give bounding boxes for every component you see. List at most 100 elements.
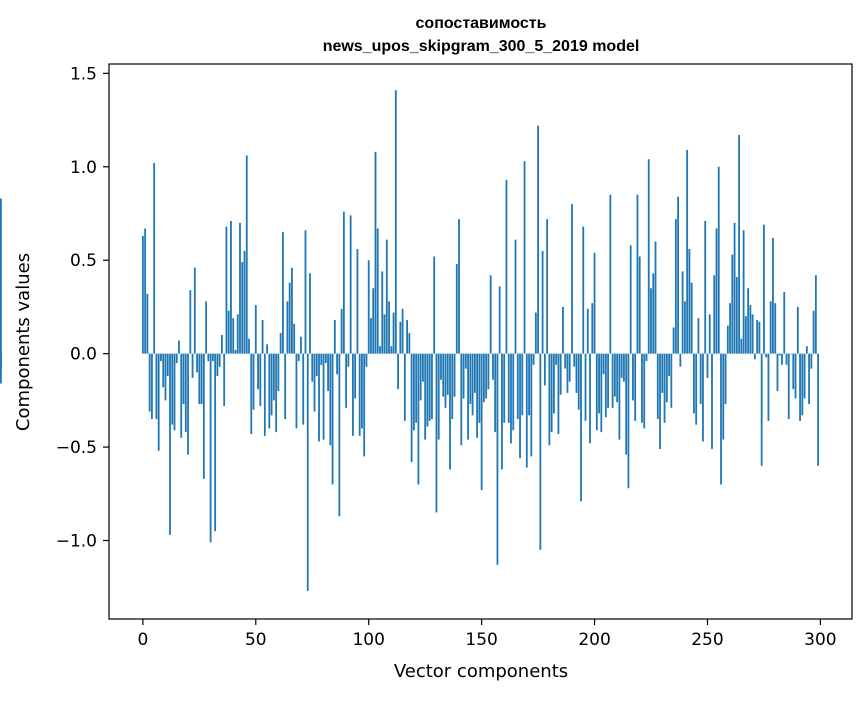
bar bbox=[460, 353, 463, 446]
bar bbox=[683, 301, 686, 354]
bar bbox=[548, 353, 551, 446]
bar bbox=[686, 149, 689, 354]
bar bbox=[431, 353, 433, 420]
chart-title-line1: сопоставимость bbox=[416, 15, 547, 32]
bar bbox=[713, 275, 716, 354]
bar bbox=[799, 353, 801, 421]
bar bbox=[595, 353, 598, 431]
bar bbox=[652, 273, 655, 354]
bar bbox=[573, 353, 576, 367]
bar bbox=[501, 353, 503, 470]
bar bbox=[577, 353, 580, 410]
bar bbox=[473, 353, 476, 393]
bar bbox=[164, 353, 167, 401]
bar bbox=[744, 316, 747, 354]
bar bbox=[225, 226, 228, 354]
bar bbox=[661, 353, 664, 393]
bar bbox=[702, 353, 704, 442]
bar bbox=[392, 312, 395, 354]
bar bbox=[214, 353, 217, 532]
bar bbox=[753, 353, 756, 360]
bar bbox=[442, 353, 445, 397]
bar bbox=[541, 250, 544, 354]
bar bbox=[300, 336, 302, 354]
chart-title-line2: news_upos_skipgram_300_5_2019 model bbox=[323, 38, 640, 55]
bar bbox=[198, 353, 201, 405]
bar bbox=[162, 353, 165, 388]
bar bbox=[767, 353, 770, 421]
bar bbox=[636, 194, 639, 354]
bar bbox=[629, 245, 632, 354]
bar bbox=[650, 288, 652, 354]
bar bbox=[410, 353, 413, 463]
bar bbox=[659, 353, 661, 449]
bar bbox=[155, 353, 158, 420]
bar bbox=[539, 353, 542, 550]
bar bbox=[584, 353, 587, 421]
bar bbox=[257, 353, 259, 390]
bar bbox=[270, 353, 273, 416]
bar bbox=[647, 159, 650, 354]
bar bbox=[751, 314, 754, 354]
bar bbox=[286, 301, 289, 354]
bar bbox=[272, 353, 275, 401]
bar bbox=[324, 353, 327, 363]
bar bbox=[760, 353, 763, 466]
bar bbox=[492, 353, 494, 380]
bar bbox=[774, 303, 777, 354]
bar bbox=[336, 353, 338, 375]
y-axis-label: Components values bbox=[13, 253, 34, 431]
bar bbox=[498, 286, 501, 354]
bar bbox=[191, 353, 194, 378]
bar bbox=[708, 314, 711, 354]
bar bbox=[266, 344, 268, 354]
bar bbox=[275, 353, 278, 433]
bar bbox=[717, 166, 720, 354]
bar bbox=[315, 353, 318, 377]
bar bbox=[401, 308, 404, 354]
bar bbox=[562, 306, 564, 354]
bar bbox=[496, 353, 499, 565]
bar bbox=[582, 226, 585, 354]
bar bbox=[281, 232, 284, 354]
bar bbox=[557, 353, 560, 434]
bar bbox=[200, 353, 203, 405]
bar bbox=[234, 349, 237, 354]
bar bbox=[749, 305, 752, 354]
bar bbox=[381, 271, 384, 354]
bar bbox=[166, 353, 169, 377]
bar bbox=[555, 353, 558, 365]
bar bbox=[665, 353, 668, 403]
bar bbox=[763, 224, 765, 354]
bar bbox=[433, 256, 436, 354]
y-tick-label: 1.5 bbox=[70, 64, 97, 84]
bar bbox=[532, 353, 535, 365]
bar bbox=[291, 267, 293, 354]
bar bbox=[482, 353, 485, 403]
bar bbox=[733, 222, 736, 354]
bar bbox=[451, 353, 454, 420]
bar bbox=[216, 353, 219, 377]
bar bbox=[196, 353, 198, 373]
bar bbox=[399, 321, 402, 354]
bar bbox=[440, 353, 442, 380]
bar bbox=[153, 163, 156, 354]
bar bbox=[803, 353, 806, 399]
bar bbox=[223, 353, 226, 406]
bar bbox=[476, 353, 479, 438]
bar bbox=[428, 353, 431, 421]
bar bbox=[697, 318, 700, 354]
bar bbox=[356, 249, 359, 354]
bar bbox=[367, 260, 370, 354]
bar bbox=[209, 353, 212, 543]
plot-frame bbox=[108, 63, 853, 620]
bar bbox=[726, 325, 729, 354]
bar bbox=[740, 338, 743, 354]
bar bbox=[620, 353, 623, 378]
bar bbox=[259, 353, 262, 406]
bar bbox=[521, 353, 524, 416]
bar bbox=[338, 353, 341, 517]
bar bbox=[729, 303, 731, 354]
bar bbox=[187, 353, 189, 455]
bar bbox=[333, 320, 336, 354]
